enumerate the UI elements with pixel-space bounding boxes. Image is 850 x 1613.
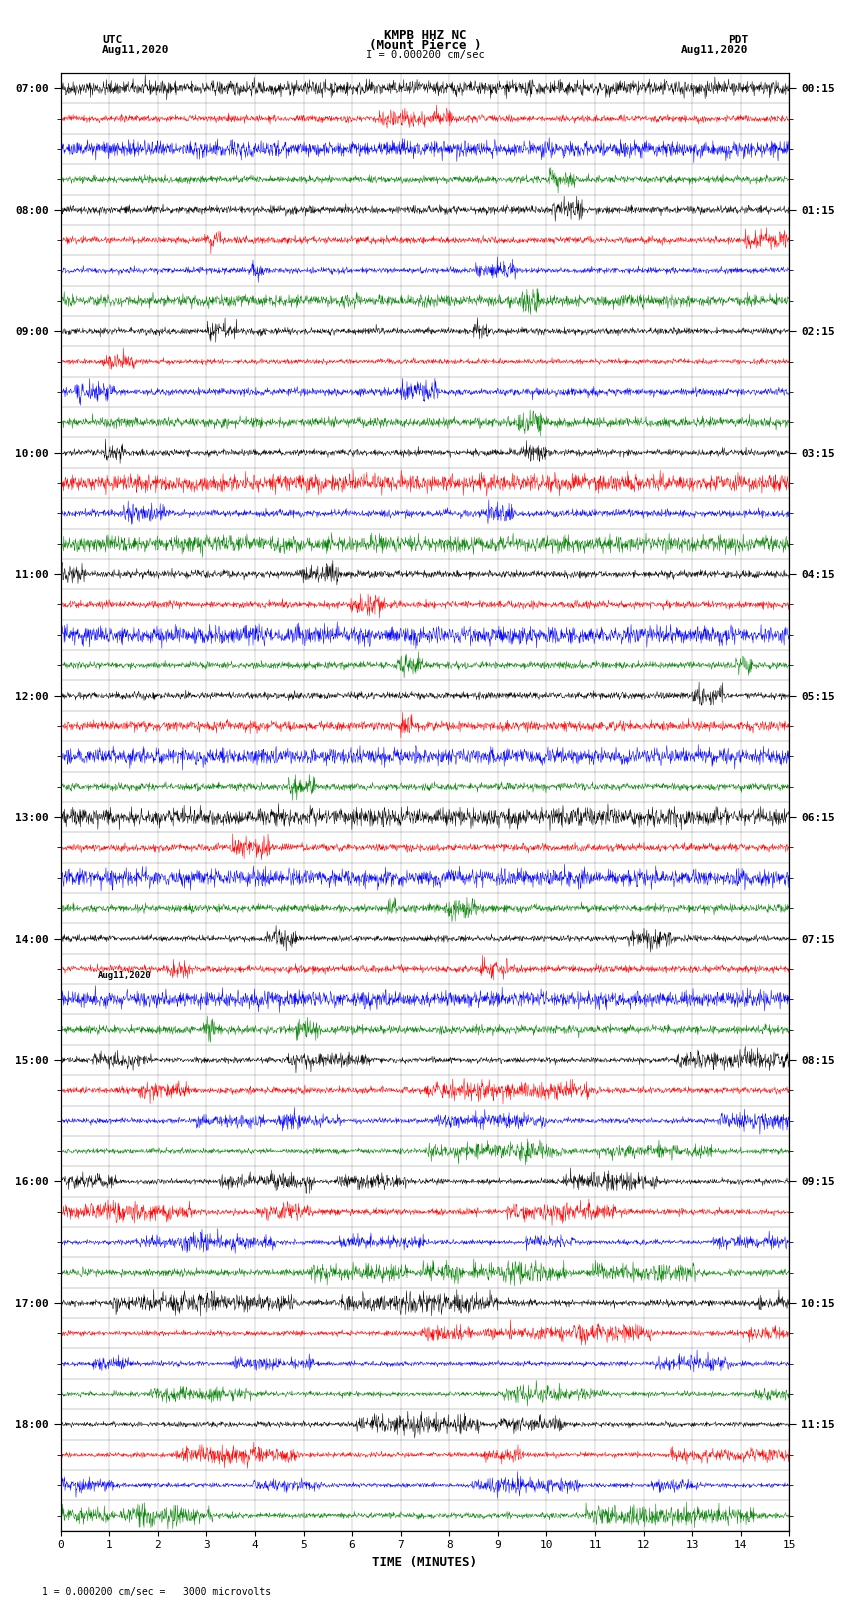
Text: 1 = 0.000200 cm/sec =   3000 microvolts: 1 = 0.000200 cm/sec = 3000 microvolts xyxy=(42,1587,272,1597)
X-axis label: TIME (MINUTES): TIME (MINUTES) xyxy=(372,1557,478,1569)
Text: UTC: UTC xyxy=(102,35,122,45)
Text: Aug11,2020: Aug11,2020 xyxy=(102,45,169,55)
Text: Aug11,2020: Aug11,2020 xyxy=(98,971,151,981)
Text: KMPB HHZ NC: KMPB HHZ NC xyxy=(383,29,467,42)
Text: I = 0.000200 cm/sec: I = 0.000200 cm/sec xyxy=(366,50,484,60)
Text: PDT: PDT xyxy=(728,35,748,45)
Text: Aug11,2020: Aug11,2020 xyxy=(681,45,748,55)
Text: (Mount Pierce ): (Mount Pierce ) xyxy=(369,39,481,52)
